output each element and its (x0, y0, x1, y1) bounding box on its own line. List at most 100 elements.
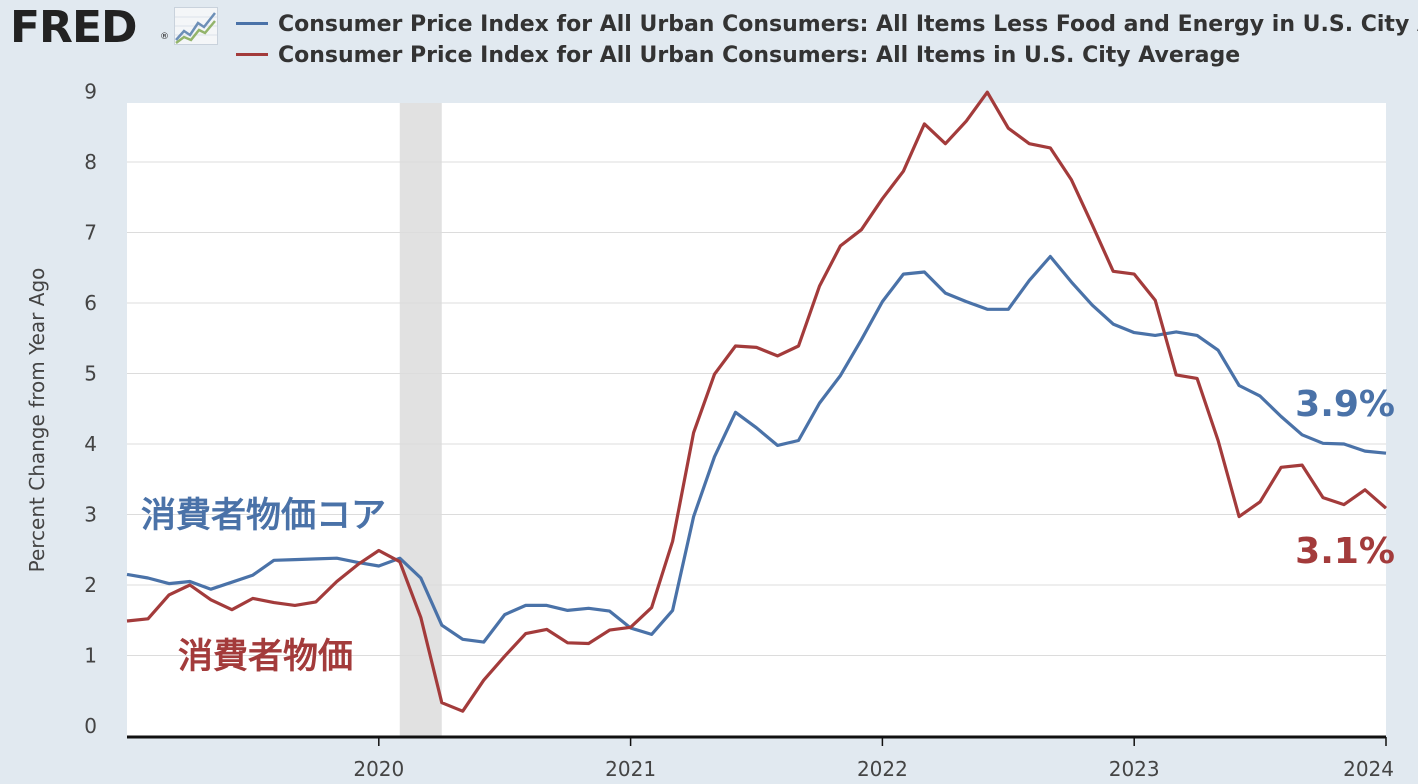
legend-swatch-core (236, 21, 268, 25)
data-point (482, 640, 486, 644)
data-point (1279, 414, 1283, 418)
data-point (544, 603, 548, 607)
data-point (251, 596, 255, 600)
data-point (503, 612, 507, 616)
data-point (1237, 383, 1241, 387)
data-point (817, 284, 821, 288)
data-point (1174, 373, 1178, 377)
legend-label-core: Consumer Price Index for All Urban Consu… (278, 12, 1418, 37)
data-point (188, 583, 192, 587)
data-point (377, 564, 381, 568)
y-tick-label: 9 (84, 80, 97, 104)
data-point (838, 373, 842, 377)
series-line-headline[interactable] (126, 90, 1388, 713)
data-point (1006, 126, 1010, 130)
data-point (649, 632, 653, 636)
data-point (754, 345, 758, 349)
data-point (775, 443, 779, 447)
data-point (691, 431, 695, 435)
series-lines (125, 90, 1388, 713)
data-point (1132, 272, 1136, 276)
legend-item-core[interactable]: Consumer Price Index for All Urban Consu… (236, 12, 1418, 38)
data-point (1048, 146, 1052, 150)
data-point (1048, 254, 1052, 258)
data-point (440, 623, 444, 627)
data-point (754, 426, 758, 430)
data-point (901, 169, 905, 173)
data-point (419, 615, 423, 619)
data-point (859, 337, 863, 341)
data-point (880, 196, 884, 200)
data-point (1132, 330, 1136, 334)
data-point (1111, 322, 1115, 326)
x-tick-label: 2023 (1109, 757, 1160, 781)
data-point (209, 587, 213, 591)
data-point (523, 603, 527, 607)
data-point (398, 560, 402, 564)
data-point (607, 609, 611, 613)
data-point (335, 556, 339, 560)
data-point (607, 628, 611, 632)
data-point (859, 227, 863, 231)
data-point (1069, 177, 1073, 181)
data-point (733, 410, 737, 414)
data-point (1363, 449, 1367, 453)
data-point (1258, 394, 1262, 398)
legend-item-headline[interactable]: Consumer Price Index for All Urban Consu… (236, 43, 1240, 69)
data-point (419, 576, 423, 580)
y-tick-label: 8 (84, 150, 97, 174)
data-point (230, 607, 234, 611)
data-point (586, 606, 590, 610)
data-point (1027, 141, 1031, 145)
registered-mark: ® (160, 32, 169, 42)
data-point (964, 299, 968, 303)
data-point (712, 454, 716, 458)
data-point (796, 344, 800, 348)
data-point (209, 598, 213, 602)
data-point (775, 354, 779, 358)
data-point (461, 709, 465, 713)
legend-swatch-headline (236, 52, 268, 56)
data-point (293, 603, 297, 607)
x-tick-label: 2020 (353, 757, 404, 781)
data-point (1258, 500, 1262, 504)
data-point (1363, 488, 1367, 492)
data-point (272, 558, 276, 562)
data-point (251, 573, 255, 577)
data-point (733, 344, 737, 348)
y-axis: 0 1 2 3 4 5 6 7 8 9 (84, 80, 97, 739)
data-point (691, 514, 695, 518)
data-point (167, 593, 171, 597)
data-point (314, 557, 318, 561)
data-point (838, 244, 842, 248)
data-point (1111, 269, 1115, 273)
data-point (1069, 280, 1073, 284)
core-series-annotation: 消費者物価コア (141, 496, 386, 536)
data-point (167, 581, 171, 585)
data-point (146, 576, 150, 580)
data-point (146, 617, 150, 621)
plot-background (127, 103, 1386, 737)
data-point (125, 572, 129, 576)
y-axis-title: Percent Change from Year Ago (25, 268, 49, 573)
data-point (1153, 298, 1157, 302)
headline-latest-value: 3.1% (1295, 531, 1395, 572)
series-line-core[interactable] (126, 254, 1387, 644)
x-axis: 2020 2021 2022 2023 2024 (127, 735, 1394, 781)
fred-logo[interactable]: FRED (10, 2, 138, 53)
data-point (1195, 333, 1199, 337)
data-point (880, 299, 884, 303)
data-point (1321, 495, 1325, 499)
data-point (649, 605, 653, 609)
recession-shading (399, 103, 442, 737)
data-point (985, 90, 989, 94)
data-point (922, 270, 926, 274)
y-tick-label: 3 (84, 503, 97, 527)
data-point (1195, 376, 1199, 380)
data-point (293, 557, 297, 561)
data-point (1300, 433, 1304, 437)
data-point (461, 637, 465, 641)
data-point (1321, 441, 1325, 445)
data-point (482, 678, 486, 682)
